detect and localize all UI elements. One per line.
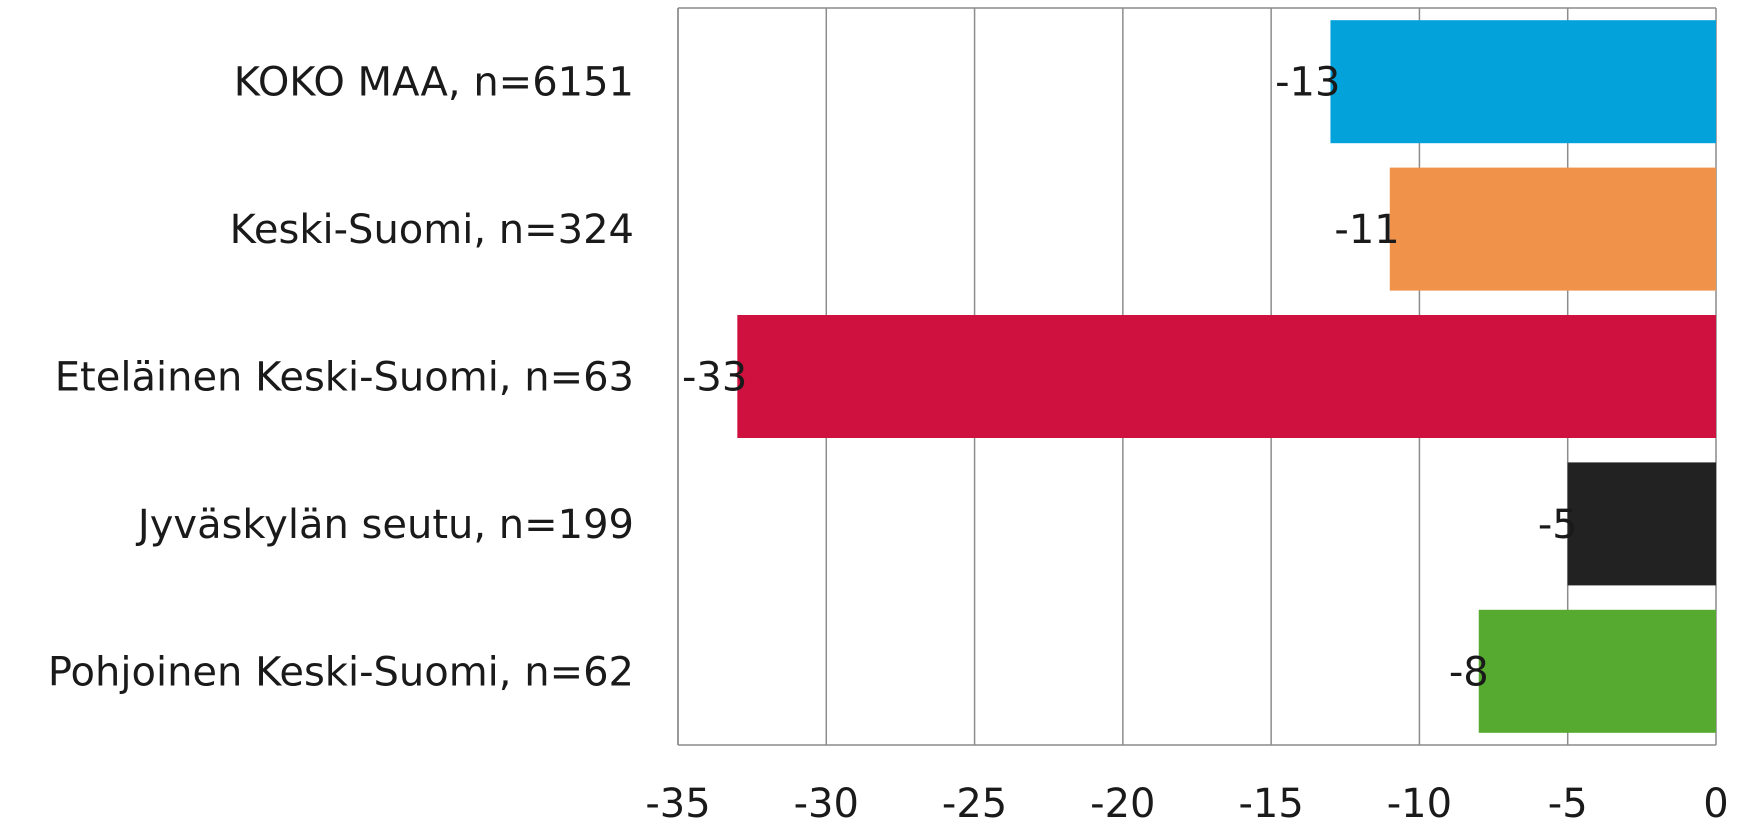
x-tick-label: -35: [645, 781, 710, 822]
data-label: -8: [1449, 649, 1489, 695]
data-label: -13: [1275, 60, 1340, 106]
x-tick-label: -30: [794, 781, 859, 822]
category-label: Eteläinen Keski-Suomi, n=63: [55, 355, 634, 401]
plot-frame: [677, 7, 1716, 746]
x-tick-label: -5: [1548, 781, 1588, 822]
bar: [1478, 609, 1716, 733]
bar: [737, 315, 1716, 438]
x-tick-label: -20: [1090, 781, 1155, 822]
x-tick-label: 0: [1703, 781, 1728, 822]
category-label: Jyväskylän seutu, n=199: [135, 502, 634, 548]
x-tick-label: -10: [1387, 781, 1452, 822]
data-label: -11: [1334, 207, 1399, 253]
bar: [1330, 20, 1716, 144]
category-label: Keski-Suomi, n=324: [230, 207, 634, 253]
category-label: KOKO MAA, n=6151: [234, 60, 634, 106]
x-axis-tick-labels: -35 -30 -25 -20 -15 -10 -5 0: [645, 781, 1728, 822]
bar: [1389, 167, 1716, 291]
x-tick-label: -25: [942, 781, 1007, 822]
category-label: Pohjoinen Keski-Suomi, n=62: [48, 649, 634, 695]
category-labels: KOKO MAA, n=6151 Keski-Suomi, n=324 Eteläi…: [48, 60, 634, 696]
x-tick-label: -15: [1238, 781, 1303, 822]
bar: [1567, 462, 1716, 586]
bars: [737, 20, 1716, 733]
data-label: -5: [1538, 502, 1578, 548]
data-labels: -13 -11 -33 -5 -8: [682, 60, 1578, 696]
data-label: -33: [682, 355, 747, 401]
